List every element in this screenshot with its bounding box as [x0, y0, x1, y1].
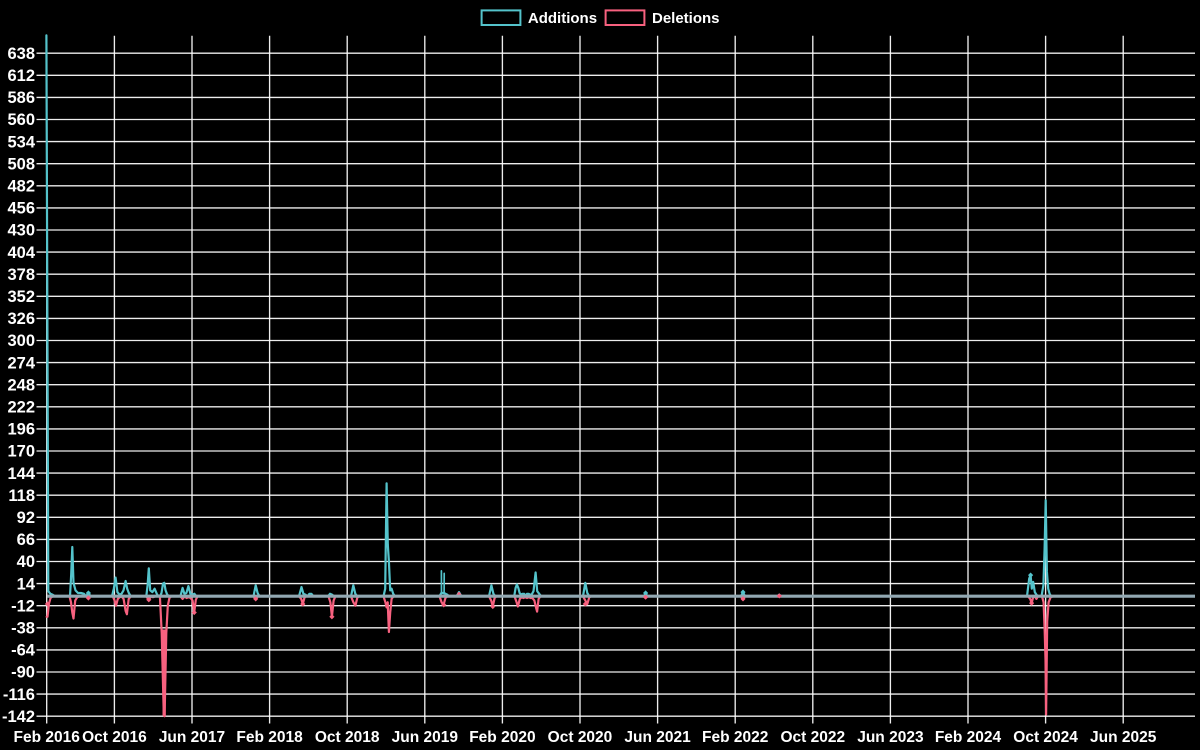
- svg-text:Feb 2022: Feb 2022: [702, 729, 768, 746]
- svg-text:Jun 2019: Jun 2019: [392, 729, 459, 746]
- svg-text:14: 14: [17, 575, 36, 593]
- svg-text:560: 560: [7, 111, 35, 129]
- svg-text:Feb 2018: Feb 2018: [236, 729, 303, 746]
- svg-text:378: 378: [7, 266, 35, 284]
- svg-text:-142: -142: [2, 708, 35, 726]
- svg-text:586: 586: [7, 89, 35, 107]
- svg-text:170: 170: [7, 443, 35, 461]
- svg-text:-12: -12: [11, 597, 35, 615]
- svg-text:196: 196: [7, 421, 35, 439]
- svg-text:Feb 2020: Feb 2020: [469, 729, 535, 746]
- svg-text:Jun 2023: Jun 2023: [857, 729, 924, 746]
- svg-text:118: 118: [8, 487, 35, 505]
- svg-text:Feb 2016: Feb 2016: [14, 729, 81, 746]
- svg-text:Jun 2021: Jun 2021: [624, 729, 691, 746]
- svg-text:534: 534: [7, 133, 35, 151]
- svg-text:Additions: Additions: [528, 10, 597, 27]
- svg-text:300: 300: [7, 332, 35, 350]
- svg-text:508: 508: [7, 155, 35, 173]
- svg-text:-64: -64: [11, 642, 36, 660]
- svg-text:Oct 2020: Oct 2020: [548, 729, 613, 746]
- svg-text:66: 66: [17, 531, 35, 549]
- svg-text:612: 612: [7, 67, 35, 85]
- svg-text:430: 430: [7, 222, 35, 240]
- svg-text:222: 222: [7, 399, 35, 417]
- svg-text:456: 456: [7, 200, 35, 218]
- svg-text:248: 248: [7, 376, 35, 394]
- svg-text:Jun 2025: Jun 2025: [1090, 729, 1157, 746]
- svg-text:Jun 2017: Jun 2017: [159, 729, 225, 746]
- svg-text:Oct 2018: Oct 2018: [315, 729, 380, 746]
- svg-text:-38: -38: [11, 620, 35, 638]
- svg-text:Oct 2016: Oct 2016: [82, 729, 147, 746]
- svg-text:404: 404: [7, 244, 35, 262]
- svg-text:352: 352: [7, 288, 35, 306]
- svg-text:638: 638: [7, 45, 35, 63]
- svg-text:144: 144: [7, 465, 35, 483]
- svg-text:Oct 2022: Oct 2022: [780, 729, 845, 746]
- svg-text:Deletions: Deletions: [652, 10, 720, 27]
- svg-text:326: 326: [7, 310, 35, 328]
- svg-text:-116: -116: [3, 686, 35, 704]
- svg-text:40: 40: [17, 553, 35, 571]
- svg-text:Oct 2024: Oct 2024: [1013, 729, 1078, 746]
- svg-text:482: 482: [7, 178, 35, 196]
- svg-text:92: 92: [17, 509, 35, 527]
- svg-text:-90: -90: [11, 664, 35, 682]
- svg-text:274: 274: [7, 354, 35, 372]
- svg-text:Feb 2024: Feb 2024: [935, 729, 1002, 746]
